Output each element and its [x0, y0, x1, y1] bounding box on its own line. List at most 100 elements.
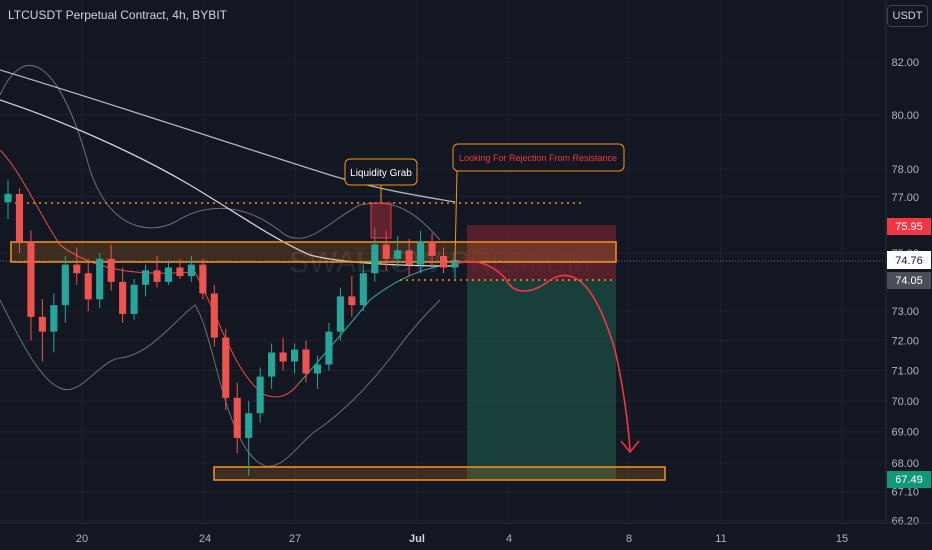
candle-body [268, 352, 276, 377]
liquidity-grab-label: Liquidity Grab [350, 168, 412, 179]
resistance-zone[interactable] [10, 241, 617, 263]
short-position-loss-zone[interactable] [467, 225, 616, 280]
candle [279, 337, 287, 371]
candle [96, 253, 104, 309]
candle-body [394, 250, 402, 259]
candle [245, 400, 253, 476]
candle [348, 276, 356, 317]
bollinger-upper-band [0, 65, 441, 241]
candle [61, 255, 69, 323]
x-tick-label: 27 [289, 533, 301, 545]
x-tick-label: 8 [626, 533, 632, 545]
currency-button[interactable]: USDT [887, 5, 928, 27]
candle [141, 264, 150, 297]
svg-text:74.05: 74.05 [895, 275, 923, 287]
candle [164, 261, 173, 285]
candle-body [371, 244, 379, 274]
candle [210, 284, 218, 347]
y-tick-label: 70.00 [891, 396, 919, 408]
liquidity-grab-callout[interactable]: Liquidity Grab [344, 158, 418, 203]
x-tick-label: 20 [76, 533, 88, 545]
y-tick-label: 71.00 [891, 366, 919, 378]
candle-body [245, 413, 253, 438]
rejection-label: Looking For Rejection From Resistance [459, 153, 617, 163]
bollinger-lower-band [0, 299, 441, 467]
candle [222, 328, 230, 411]
y-tick-label: 82.00 [891, 57, 919, 69]
candle-body [210, 293, 218, 338]
rejection-callout[interactable]: Looking For Rejection From Resistance [452, 143, 625, 263]
candle [371, 227, 379, 282]
candle-body [141, 270, 150, 285]
candle-body [199, 264, 207, 294]
candle-body [38, 316, 46, 332]
arrow-head-icon [620, 440, 640, 454]
candle-body [61, 264, 69, 306]
candle [233, 382, 241, 454]
candle [382, 230, 390, 271]
currency-label: USDT [892, 10, 923, 22]
candle-body [130, 284, 138, 314]
candle-body [73, 264, 81, 274]
x-tick-label: 24 [199, 533, 211, 545]
projection-path[interactable] [454, 260, 631, 451]
y-tick-label: 77.00 [891, 192, 919, 204]
x-tick-label: Jul [409, 533, 425, 545]
liquidity-grab-highlight[interactable] [370, 202, 392, 239]
current-price-tag: 74.76 [887, 251, 931, 269]
support-zone[interactable] [213, 466, 666, 481]
candle [119, 267, 127, 323]
candle [84, 258, 92, 312]
svg-text:67.49: 67.49 [895, 474, 923, 486]
y-tick-label: 72.00 [891, 336, 919, 348]
moving-average-slow [0, 69, 456, 203]
candle [176, 258, 184, 279]
candle-body [107, 258, 115, 282]
candle-body [348, 296, 356, 306]
moving-averages [0, 69, 456, 267]
candle-body [176, 267, 184, 277]
candle [336, 287, 344, 341]
entry-price-tag: 74.05 [887, 272, 931, 289]
candle [73, 247, 81, 285]
short-position-profit-zone[interactable] [467, 280, 616, 479]
candle-body [279, 352, 287, 362]
time-axis[interactable]: 20 24 27 Jul 4 8 11 15 [76, 533, 848, 545]
candle [15, 188, 24, 254]
candle-body [417, 241, 425, 265]
candle-body [222, 337, 230, 398]
candle [199, 258, 207, 300]
candle [428, 233, 436, 268]
candle [268, 343, 276, 389]
candle [107, 244, 115, 291]
candle-body [302, 349, 310, 374]
candle [325, 322, 333, 371]
candle [130, 278, 138, 320]
candles [4, 180, 459, 476]
candle-body [164, 267, 173, 282]
stop-price-tag: 75.95 [887, 218, 931, 235]
candle-body [4, 193, 12, 203]
bollinger-basis-red [0, 149, 301, 398]
candle [313, 355, 322, 389]
candle [4, 180, 12, 220]
candle-body [27, 241, 35, 317]
candle-body [382, 244, 390, 259]
y-tick-label: 80.00 [891, 110, 919, 122]
candle-body [119, 281, 127, 314]
candle [256, 367, 264, 423]
candle-body [290, 349, 299, 362]
candle-body [15, 193, 24, 242]
x-tick-label: 4 [506, 533, 512, 545]
candle [50, 293, 58, 353]
price-axis[interactable]: 82.0080.0078.0077.0075.0073.0072.0071.00… [891, 57, 919, 527]
candle [290, 343, 299, 374]
candle [417, 230, 425, 274]
y-tick-label: 73.00 [891, 306, 919, 318]
candle-body [405, 250, 413, 265]
candle-body [233, 397, 241, 438]
chart-title: LTCUSDT Perpetual Contract, 4h, BYBIT [8, 8, 227, 22]
x-tick-label: 11 [715, 533, 726, 545]
moving-average-fast [0, 99, 456, 267]
